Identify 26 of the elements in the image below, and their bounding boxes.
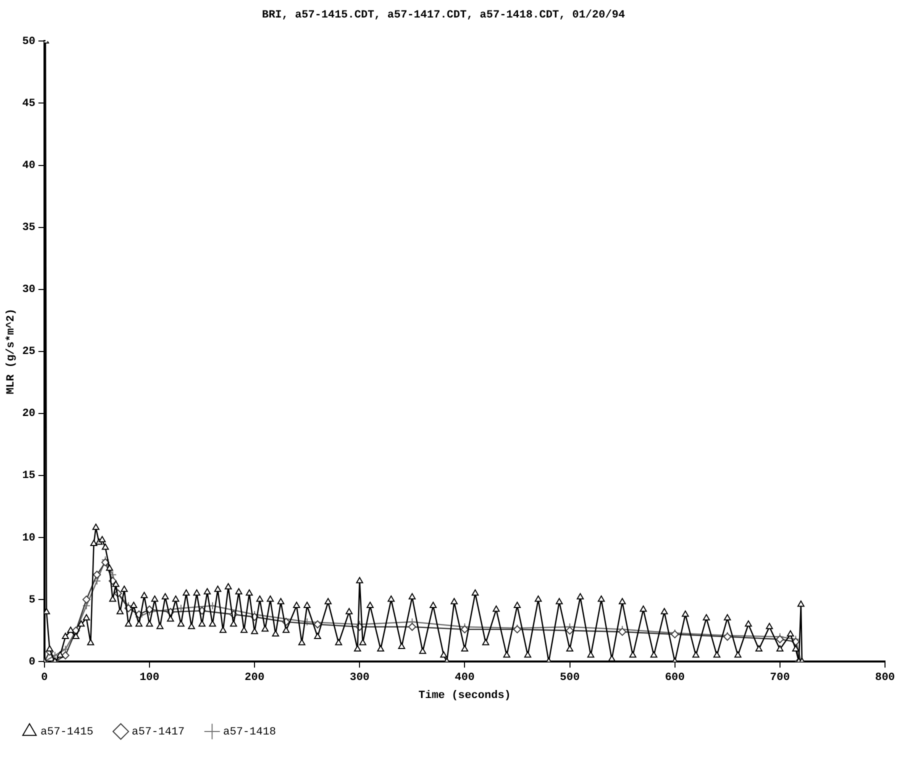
- y-tick-label: 0: [28, 656, 36, 668]
- y-tick-label: 50: [22, 36, 36, 48]
- x-tick-label: 700: [770, 672, 790, 684]
- x-tick-label: 600: [664, 672, 685, 684]
- x-tick-label: 300: [350, 672, 370, 684]
- x-tick-label: 800: [875, 672, 895, 684]
- x-tick-label: 0: [41, 672, 48, 684]
- x-tick-label: 100: [140, 672, 160, 684]
- y-tick-label: 10: [22, 532, 36, 544]
- x-tick-label: 500: [560, 672, 580, 684]
- x-axis-title: Time (seconds): [418, 690, 511, 702]
- legend-label: a57-1417: [132, 726, 185, 738]
- chart-title: BRI, a57-1415.CDT, a57-1417.CDT, a57-1418.CDT, 01/20/94: [262, 9, 626, 22]
- y-tick-label: 25: [22, 346, 36, 358]
- y-tick-label: 15: [22, 470, 36, 482]
- legend-label: a57-1418: [223, 726, 276, 738]
- y-tick-label: 40: [22, 160, 36, 172]
- y-tick-label: 45: [22, 98, 36, 110]
- y-tick-label: 20: [22, 408, 36, 420]
- y-axis-title: MLR (g/s*m^2): [5, 308, 18, 394]
- x-tick-label: 200: [244, 672, 264, 684]
- legend-label: a57-1415: [40, 726, 94, 738]
- y-tick-label: 30: [22, 284, 36, 296]
- y-tick-label: 35: [22, 222, 36, 234]
- x-tick-label: 400: [454, 672, 475, 684]
- y-tick-label: 5: [28, 594, 36, 606]
